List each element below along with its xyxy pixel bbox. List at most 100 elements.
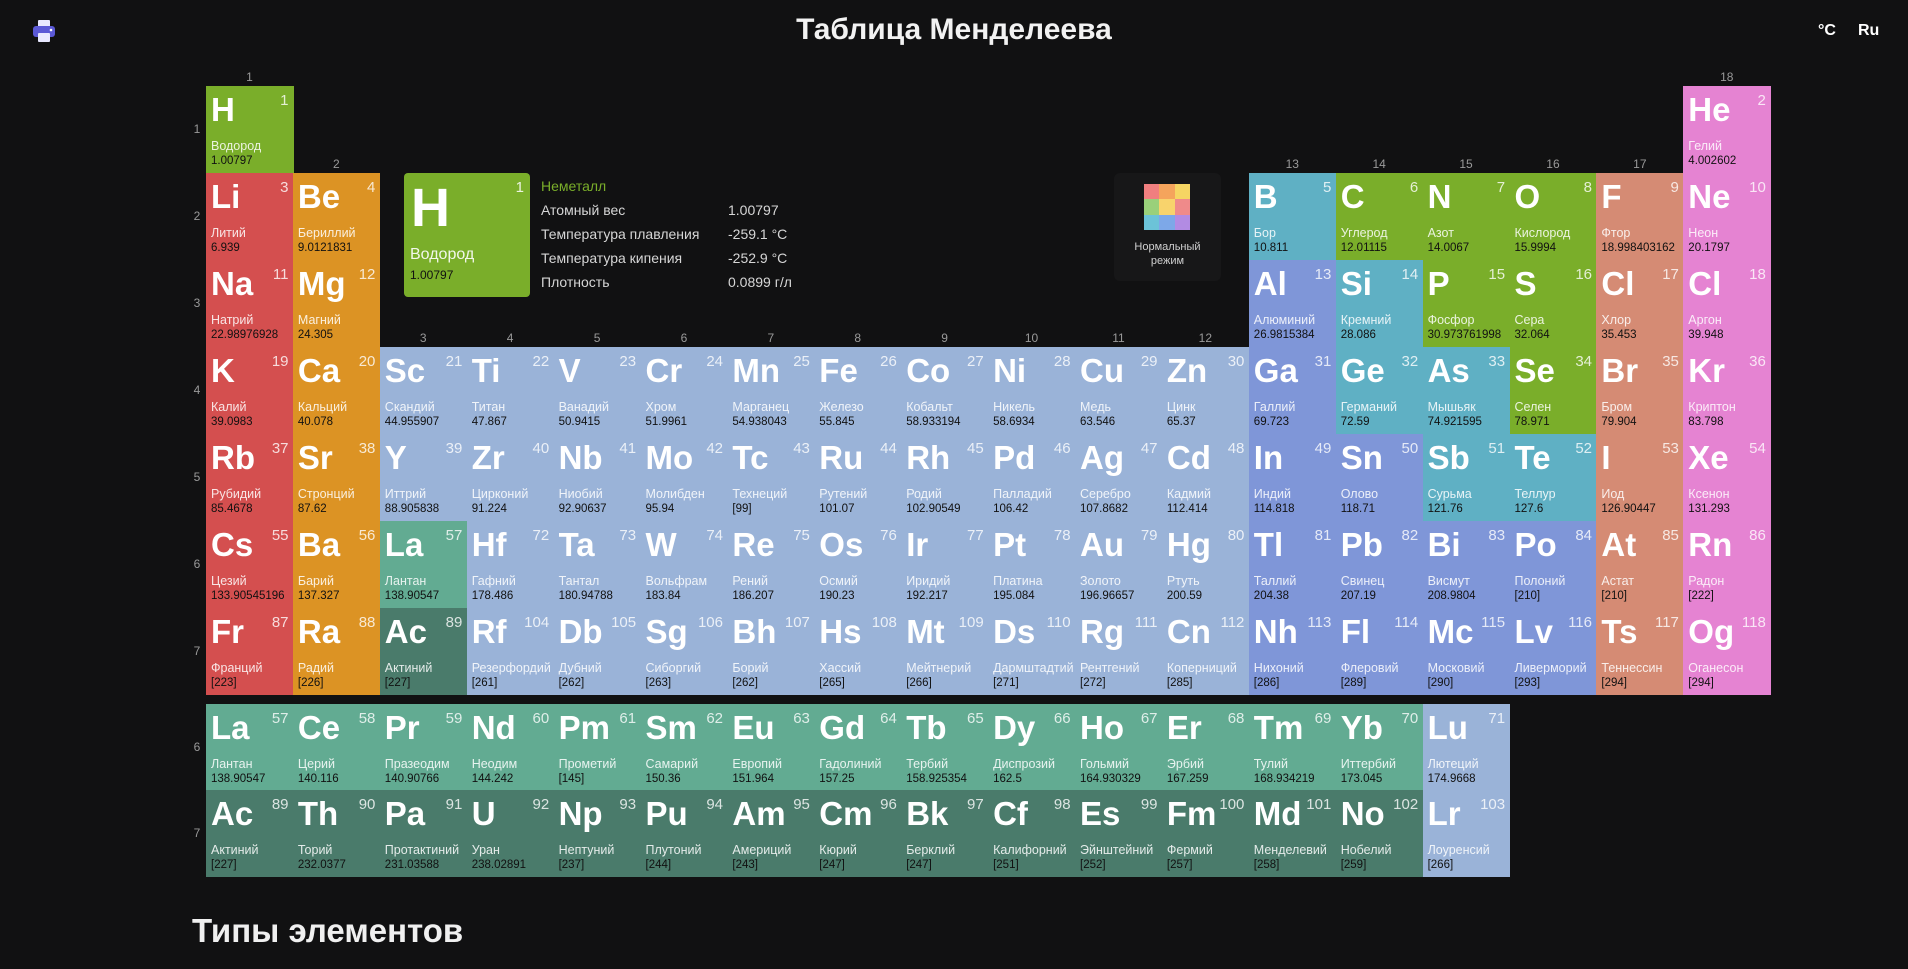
element-cell[interactable]: C 6 Углерод 12.01115	[1335, 173, 1424, 260]
element-cell[interactable]: I 53 Иод 126.90447	[1596, 434, 1684, 521]
element-cell[interactable]: Pu 94 Плутоний [244]	[640, 790, 728, 877]
element-cell[interactable]: Ts 117 Теннессин [294]	[1596, 608, 1684, 695]
element-cell[interactable]: Sc 21 Скандий 44.955907	[379, 347, 468, 434]
element-cell[interactable]: Ni 28 Никель 58.6934	[988, 347, 1076, 434]
element-cell[interactable]: Ba 56 Барий 137.327	[292, 521, 381, 608]
element-cell[interactable]: Db 105 Дубний [262]	[553, 608, 642, 695]
element-cell[interactable]: Lu 71 Лютеций 174.9668	[1422, 704, 1511, 791]
element-cell[interactable]: Fl 114 Флеровий [289]	[1335, 608, 1424, 695]
language-toggle[interactable]: Ru	[1858, 22, 1880, 39]
element-cell[interactable]: Li 3 Литий 6.939	[206, 173, 294, 260]
element-cell[interactable]: Sb 51 Сурьма 121.76	[1422, 434, 1511, 521]
element-cell[interactable]: Fe 26 Железо 55.845	[814, 347, 902, 434]
element-cell[interactable]: O 8 Кислород 15.9994	[1509, 173, 1597, 260]
element-cell[interactable]: Np 93 Нептуний [237]	[553, 790, 642, 877]
element-cell[interactable]: Pd 46 Палладий 106.42	[988, 434, 1076, 521]
element-cell[interactable]: Ru 44 Рутений 101.07	[814, 434, 902, 521]
element-cell[interactable]: Cs 55 Цезий 133.90545196	[206, 521, 294, 608]
element-cell[interactable]: Ge 32 Германий 72.59	[1335, 347, 1424, 434]
element-cell[interactable]: Po 84 Полоний [210]	[1509, 521, 1597, 608]
element-cell[interactable]: No 102 Нобелий [259]	[1335, 790, 1424, 877]
element-cell[interactable]: Ta 73 Тантал 180.94788	[553, 521, 642, 608]
element-cell[interactable]: Hg 80 Ртуть 200.59	[1161, 521, 1250, 608]
element-cell[interactable]: Md 101 Менделевий [258]	[1248, 790, 1337, 877]
element-cell[interactable]: Dy 66 Диспрозий 162.5	[988, 704, 1076, 791]
element-cell[interactable]: K 19 Калий 39.0983	[206, 347, 294, 434]
element-cell[interactable]: Bh 107 Борий [262]	[727, 608, 815, 695]
element-cell[interactable]: Er 68 Эрбий 167.259	[1161, 704, 1250, 791]
element-cell[interactable]: Os 76 Осмий 190.23	[814, 521, 902, 608]
element-cell[interactable]: Es 99 Эйнштейний [252]	[1075, 790, 1163, 877]
element-cell[interactable]: Mc 115 Московий [290]	[1422, 608, 1511, 695]
element-cell[interactable]: Ce 58 Церий 140.116	[292, 704, 381, 791]
element-cell[interactable]: Pa 91 Протактиний 231.03588	[379, 790, 468, 877]
element-cell[interactable]: Mt 109 Мейтнерий [266]	[901, 608, 989, 695]
element-cell[interactable]: Xe 54 Ксенон 131.293	[1683, 434, 1771, 521]
element-cell[interactable]: Br 35 Бром 79.904	[1596, 347, 1684, 434]
element-cell[interactable]: Zr 40 Цирконий 91.224	[466, 434, 555, 521]
element-cell[interactable]: Yb 70 Иттербий 173.045	[1335, 704, 1424, 791]
element-cell[interactable]: Mn 25 Марганец 54.938043	[727, 347, 815, 434]
element-cell[interactable]: At 85 Астат [210]	[1596, 521, 1684, 608]
element-cell[interactable]: Cu 29 Медь 63.546	[1075, 347, 1163, 434]
element-cell[interactable]: Nh 113 Нихоний [286]	[1248, 608, 1337, 695]
printer-icon[interactable]	[31, 18, 57, 44]
element-cell[interactable]: Sm 62 Самарий 150.36	[640, 704, 728, 791]
element-cell[interactable]: He 2 Гелий 4.002602	[1683, 86, 1771, 173]
element-cell[interactable]: Cf 98 Калифорний [251]	[988, 790, 1076, 877]
element-cell[interactable]: Tb 65 Тербий 158.925354	[901, 704, 989, 791]
element-cell[interactable]: Nb 41 Ниобий 92.90637	[553, 434, 642, 521]
element-cell[interactable]: La 57 Лантан 138.90547	[379, 521, 468, 608]
element-cell[interactable]: Fr 87 Франций [223]	[206, 608, 294, 695]
element-cell[interactable]: Zn 30 Цинк 65.37	[1161, 347, 1250, 434]
element-cell[interactable]: Sr 38 Стронций 87.62	[292, 434, 381, 521]
element-cell[interactable]: Eu 63 Европий 151.964	[727, 704, 815, 791]
element-cell[interactable]: Ra 88 Радий [226]	[292, 608, 381, 695]
element-cell[interactable]: Rf 104 Резерфордий [261]	[466, 608, 555, 695]
element-cell[interactable]: Re 75 Рений 186.207	[727, 521, 815, 608]
element-cell[interactable]: Cm 96 Кюрий [247]	[814, 790, 902, 877]
element-cell[interactable]: Ir 77 Иридий 192.217	[901, 521, 989, 608]
element-cell[interactable]: Y 39 Иттрий 88.905838	[379, 434, 468, 521]
element-cell[interactable]: Th 90 Торий 232.0377	[292, 790, 381, 877]
element-cell[interactable]: Am 95 Америций [243]	[727, 790, 815, 877]
element-cell[interactable]: Si 14 Кремний 28.086	[1335, 260, 1424, 347]
element-cell[interactable]: Na 11 Натрий 22.98976928	[206, 260, 294, 347]
element-cell[interactable]: As 33 Мышьяк 74.921595	[1422, 347, 1511, 434]
element-cell[interactable]: Pm 61 Прометий [145]	[553, 704, 642, 791]
element-cell[interactable]: Nd 60 Неодим 144.242	[466, 704, 555, 791]
element-cell[interactable]: F 9 Фтор 18.998403162	[1596, 173, 1684, 260]
element-cell[interactable]: Pt 78 Платина 195.084	[988, 521, 1076, 608]
element-cell[interactable]: Kr 36 Криптон 83.798	[1683, 347, 1771, 434]
element-cell[interactable]: P 15 Фосфор 30.973761998	[1422, 260, 1511, 347]
element-cell[interactable]: Fm 100 Фермий [257]	[1161, 790, 1250, 877]
element-cell[interactable]: Tl 81 Таллий 204.38	[1248, 521, 1337, 608]
element-cell[interactable]: Ti 22 Титан 47.867	[466, 347, 555, 434]
element-cell[interactable]: S 16 Сера 32.064	[1509, 260, 1597, 347]
element-cell[interactable]: Ga 31 Галлий 69.723	[1248, 347, 1337, 434]
element-cell[interactable]: Te 52 Теллур 127.6	[1509, 434, 1597, 521]
element-cell[interactable]: Hf 72 Гафний 178.486	[466, 521, 555, 608]
element-cell[interactable]: Mg 12 Магний 24.305	[292, 260, 381, 347]
element-cell[interactable]: Rh 45 Родий 102.90549	[901, 434, 989, 521]
element-cell[interactable]: Pr 59 Празеодим 140.90766	[379, 704, 468, 791]
element-cell[interactable]: H 1 Водород 1.00797	[206, 86, 294, 173]
element-cell[interactable]: Cd 48 Кадмий 112.414	[1161, 434, 1250, 521]
element-cell[interactable]: Tc 43 Технеций [99]	[727, 434, 815, 521]
element-cell[interactable]: Co 27 Кобальт 58.933194	[901, 347, 989, 434]
element-cell[interactable]: Be 4 Бериллий 9.0121831	[292, 173, 381, 260]
element-cell[interactable]: Bk 97 Берклий [247]	[901, 790, 989, 877]
element-cell[interactable]: Bi 83 Висмут 208.9804	[1422, 521, 1511, 608]
element-cell[interactable]: Sn 50 Олово 118.71	[1335, 434, 1424, 521]
element-cell[interactable]: Rb 37 Рубидий 85.4678	[206, 434, 294, 521]
element-cell[interactable]: B 5 Бор 10.811	[1248, 173, 1337, 260]
element-cell[interactable]: Au 79 Золото 196.96657	[1075, 521, 1163, 608]
element-cell[interactable]: Ne 10 Неон 20.1797	[1683, 173, 1771, 260]
element-cell[interactable]: Hs 108 Хассий [265]	[814, 608, 902, 695]
element-cell[interactable]: Lv 116 Ливерморий [293]	[1509, 608, 1597, 695]
temperature-unit-toggle[interactable]: °C	[1818, 22, 1836, 39]
element-cell[interactable]: Ho 67 Гольмий 164.930329	[1075, 704, 1163, 791]
element-cell[interactable]: Rn 86 Радон [222]	[1683, 521, 1771, 608]
element-cell[interactable]: Lr 103 Лоуренсий [266]	[1422, 790, 1511, 877]
element-cell[interactable]: Sg 106 Сиборгий [263]	[640, 608, 728, 695]
